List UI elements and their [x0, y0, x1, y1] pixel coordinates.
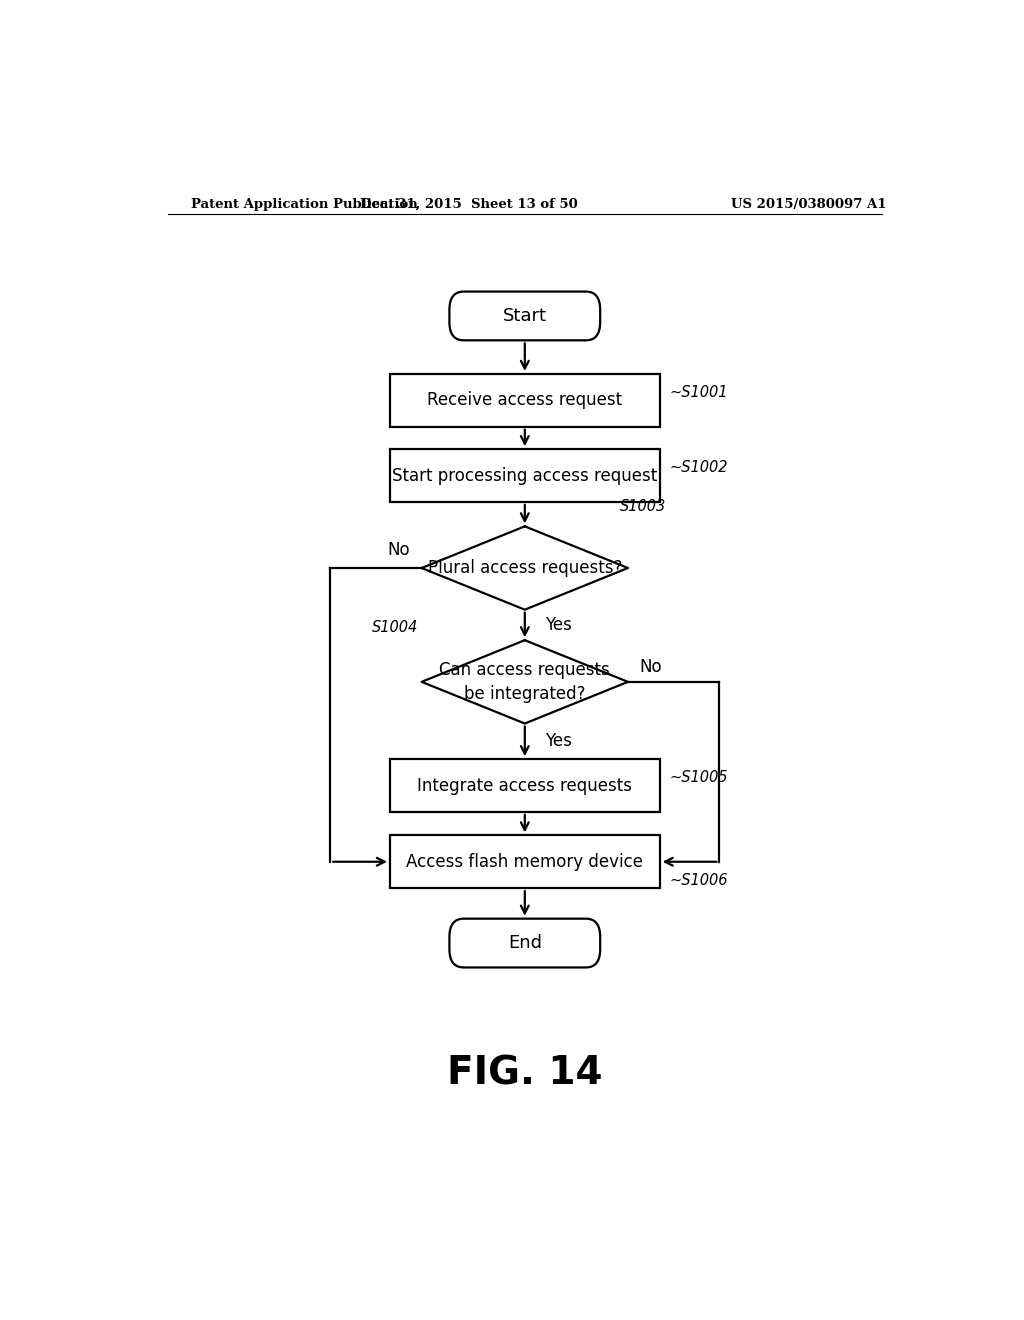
Text: ~S1006: ~S1006	[670, 873, 728, 887]
Bar	[390, 449, 659, 502]
Text: S1004: S1004	[372, 620, 418, 635]
Text: ~S1002: ~S1002	[670, 459, 728, 475]
Text: Integrate access requests: Integrate access requests	[418, 776, 632, 795]
FancyBboxPatch shape	[450, 292, 600, 341]
Bar	[390, 836, 659, 888]
Text: Yes: Yes	[545, 733, 571, 750]
Text: FIG. 14: FIG. 14	[447, 1055, 602, 1092]
Text: Start: Start	[503, 308, 547, 325]
FancyBboxPatch shape	[450, 919, 600, 968]
Text: Plural access requests?: Plural access requests?	[428, 558, 622, 577]
Text: Yes: Yes	[545, 616, 571, 634]
Polygon shape	[422, 527, 628, 610]
Text: Can access requests
be integrated?: Can access requests be integrated?	[439, 661, 610, 702]
Text: Patent Application Publication: Patent Application Publication	[191, 198, 418, 211]
Text: End: End	[508, 935, 542, 952]
Bar	[390, 374, 659, 426]
Text: S1003: S1003	[620, 499, 667, 515]
Text: No: No	[640, 657, 663, 676]
Text: Receive access request: Receive access request	[427, 391, 623, 409]
Text: Access flash memory device: Access flash memory device	[407, 853, 643, 871]
Text: Start processing access request: Start processing access request	[392, 466, 657, 484]
Text: US 2015/0380097 A1: US 2015/0380097 A1	[731, 198, 887, 211]
Text: ~S1001: ~S1001	[670, 384, 728, 400]
Text: No: No	[387, 541, 410, 558]
Bar	[390, 759, 659, 812]
Text: Dec. 31, 2015  Sheet 13 of 50: Dec. 31, 2015 Sheet 13 of 50	[360, 198, 579, 211]
Text: ~S1005: ~S1005	[670, 770, 728, 785]
Polygon shape	[422, 640, 628, 723]
